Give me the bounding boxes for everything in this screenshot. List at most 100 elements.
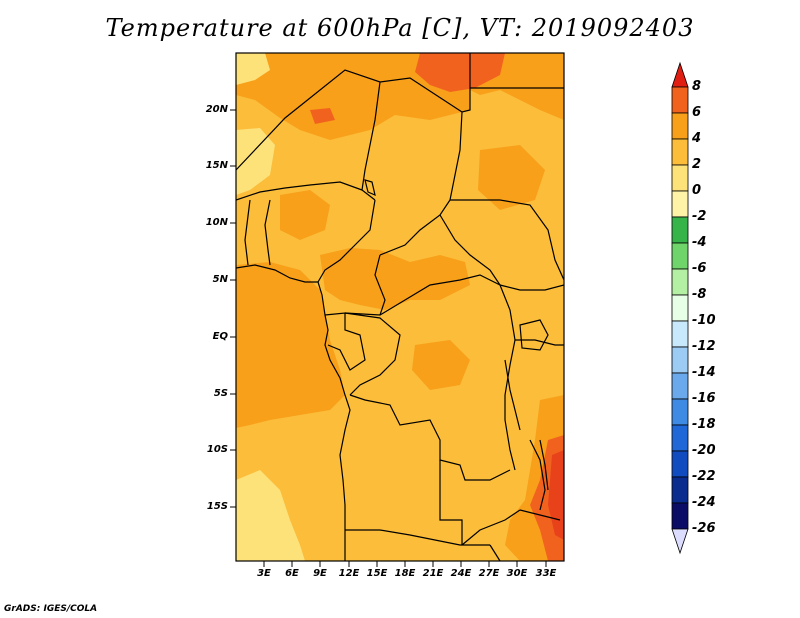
field-warm-patch-1 <box>280 190 330 240</box>
colorbar-swatch <box>671 112 689 140</box>
colorbar-label: 0 <box>692 183 702 198</box>
lon-label-33e: 33E <box>535 568 557 579</box>
colorbar-swatch <box>671 346 689 374</box>
colorbar-label: -2 <box>692 209 707 224</box>
field-cool-northwest <box>236 53 270 85</box>
boundary-nigeria-benin <box>264 199 271 266</box>
colorbar-top-arrow <box>671 61 689 88</box>
map-frame <box>235 52 565 562</box>
colorbar-swatch <box>671 398 689 426</box>
coastline <box>236 179 549 561</box>
boundary-congo <box>344 312 401 396</box>
field-warm-north <box>236 53 470 140</box>
boundary-benin-togo <box>244 199 251 266</box>
colorbar-swatch <box>671 138 689 166</box>
lat-label-20n: 20N <box>205 104 228 115</box>
lat-label-10s: 10S <box>206 444 228 455</box>
temperature-field <box>236 53 564 561</box>
boundary-zambia-zimbabwe <box>461 509 521 546</box>
colorbar-swatch <box>671 190 689 218</box>
field-hot-patch <box>310 108 335 124</box>
boundary-south-sudan <box>450 199 564 281</box>
colorbar-swatch <box>671 242 689 270</box>
colorbar-bottom-arrow <box>671 528 689 555</box>
coastline-lake-malawi <box>539 439 549 491</box>
colorbar-label: 2 <box>692 157 702 172</box>
lon-label-27e: 27E <box>478 568 500 579</box>
colorbar-label: -8 <box>692 287 707 302</box>
field-warm-patch-3 <box>478 145 545 210</box>
boundary-tanzania <box>515 339 564 346</box>
boundary-niger-nigeria <box>236 181 363 201</box>
boundary-cameroon-car <box>344 254 386 316</box>
lon-label-21e: 21E <box>422 568 444 579</box>
colorbar-swatch <box>671 268 689 296</box>
field-hot-north <box>415 53 505 92</box>
colorbar-label: -12 <box>692 339 716 354</box>
lon-label-3e: 3E <box>257 568 271 579</box>
colorbar-swatch <box>671 372 689 400</box>
colorbar-label: -4 <box>692 235 707 250</box>
lat-label-5s: 5S <box>213 388 228 399</box>
boundary-libya-niger-chad <box>236 53 471 171</box>
lat-label-15n: 15N <box>205 160 228 171</box>
colorbar-swatch <box>671 164 689 192</box>
boundary-nigeria-cameroon <box>317 199 376 283</box>
country-boundaries <box>236 53 564 561</box>
lon-ticks <box>263 561 547 567</box>
field-cool-southwest <box>236 470 305 561</box>
colorbar-swatch <box>671 424 689 452</box>
colorbar-label: -16 <box>692 391 716 406</box>
lat-label-10n: 10N <box>205 217 228 228</box>
colorbar-label: -20 <box>692 443 716 458</box>
lon-label-18e: 18E <box>394 568 416 579</box>
boundary-chad-sudan <box>379 111 463 256</box>
colorbar <box>671 61 689 555</box>
colorbar-label: -18 <box>692 417 716 432</box>
boundary-angola-namibia <box>345 529 490 546</box>
colorbar-label: 8 <box>692 79 702 94</box>
lon-label-30e: 30E <box>506 568 528 579</box>
colorbar-label: -26 <box>692 521 716 536</box>
colorbar-swatch <box>671 320 689 348</box>
field-warm-central <box>320 248 470 310</box>
lon-label-9e: 9E <box>313 568 327 579</box>
lat-label-15s: 15S <box>206 501 228 512</box>
lon-label-6e: 6E <box>285 568 299 579</box>
colorbar-swatch <box>671 502 689 530</box>
colorbar-label: 6 <box>692 105 702 120</box>
lon-label-12e: 12E <box>338 568 360 579</box>
coastline-lake-chad <box>364 179 376 197</box>
grads-credit: GrADS: IGES/COLA <box>4 604 98 614</box>
colorbar-swatch <box>671 450 689 478</box>
coastline-lake-tanganyika <box>504 359 521 431</box>
boundary-south-sudan-uganda <box>499 284 564 291</box>
coastline-lake-victoria <box>519 319 549 351</box>
colorbar-swatch <box>671 86 689 114</box>
lon-label-15e: 15E <box>366 568 388 579</box>
boundary-namibia-botswana <box>489 544 501 561</box>
field-warm-patch-2 <box>412 340 470 390</box>
colorbar-label: -10 <box>692 313 716 328</box>
boundary-angola-zambia <box>439 460 463 545</box>
boundary-drc-angola <box>349 394 511 481</box>
boundary-niger-chad <box>361 81 381 201</box>
boundary-sudan-car <box>439 214 501 286</box>
lat-ticks <box>230 109 236 508</box>
lon-label-24e: 24E <box>450 568 472 579</box>
colorbar-label: 4 <box>692 131 702 146</box>
field-warm-west <box>236 262 345 428</box>
colorbar-swatch <box>671 476 689 504</box>
coastline-gulf-of-guinea <box>236 264 351 561</box>
boundary-gabon <box>324 312 366 371</box>
boundary-car-drc <box>379 274 501 316</box>
colorbar-swatch <box>671 294 689 322</box>
colorbar-label: -14 <box>692 365 716 380</box>
colorbar-label: -24 <box>692 495 716 510</box>
colorbar-label: -6 <box>692 261 707 276</box>
colorbar-label: -22 <box>692 469 716 484</box>
lat-label-eq: EQ <box>212 331 228 342</box>
boundary-malawi <box>529 439 546 511</box>
map-title: Temperature at 600hPa [C], VT: 201909240… <box>105 14 695 42</box>
